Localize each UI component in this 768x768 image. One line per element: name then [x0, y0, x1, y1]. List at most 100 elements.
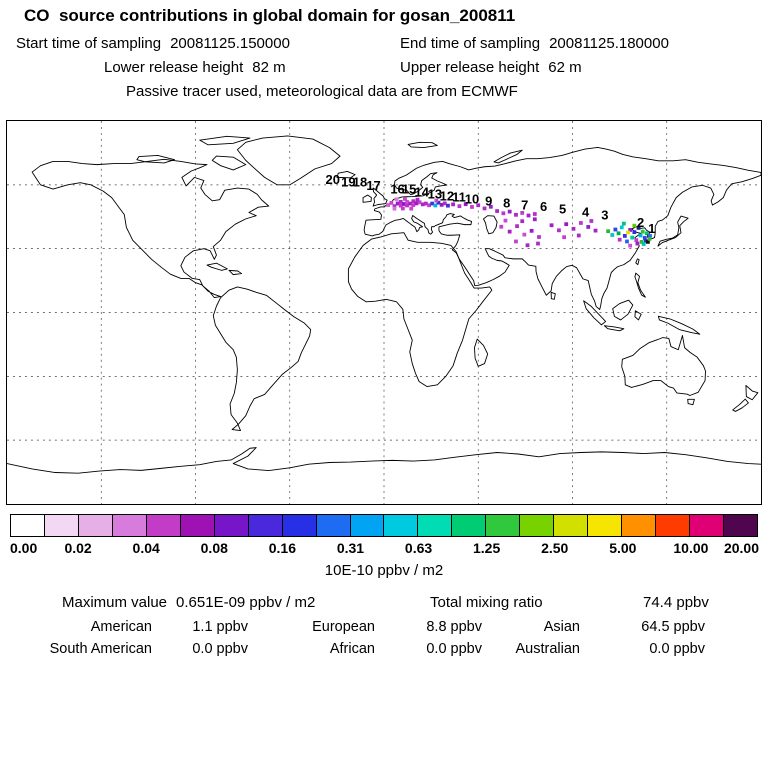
- colorbar-segment: [112, 515, 147, 536]
- plume-cell: [427, 203, 431, 208]
- plume-cell: [613, 227, 618, 232]
- trajectory-hour-label: 19: [341, 175, 355, 190]
- sampling-start-label: Start time of sampling: [16, 35, 162, 52]
- colorbar-tick: 0.31: [336, 540, 365, 556]
- colorbar-unit-label: 10E-10 ppbv / m2: [324, 562, 444, 579]
- plume-cell: [451, 202, 456, 207]
- colorbar-tick: 1.25: [473, 540, 501, 556]
- plume-cell: [638, 233, 643, 238]
- trajectory-hour-label: 6: [540, 199, 547, 214]
- graticule: [7, 121, 761, 504]
- plume-cell: [635, 241, 640, 246]
- plume-cell: [488, 204, 493, 209]
- plume-cell: [515, 224, 519, 229]
- tracer-note-line: Passive tracer used, meteorological data…: [126, 83, 518, 100]
- colorbar-tick: 2.50: [541, 540, 569, 556]
- colorbar-ticks: 0.00 0.02 0.04 0.08 0.16 0.31 0.63 1.25 2.50 5.00…: [10, 540, 759, 557]
- plume-cell: [549, 223, 554, 228]
- plume-cell: [646, 239, 650, 244]
- colorbar-segment: [486, 515, 521, 536]
- region-value-european: 8.8 ppbv: [426, 619, 482, 635]
- plume-cell: [414, 201, 419, 206]
- plume-cell: [514, 239, 518, 244]
- lower-release-value: 82 m: [252, 59, 286, 76]
- plume-cell: [632, 230, 637, 235]
- plume-cell: [626, 230, 630, 235]
- plume-cell: [476, 203, 481, 208]
- plume-cell: [532, 212, 537, 216]
- trajectory-hour-label: 17: [366, 178, 380, 193]
- plume-cell: [439, 202, 444, 207]
- colorbar-segment: [282, 515, 317, 536]
- coast-madagascar: [474, 339, 487, 366]
- colorbar-tick: 0.63: [404, 540, 433, 556]
- colorbar-segment: [146, 515, 181, 536]
- colorbar-tick: 0.02: [64, 540, 92, 556]
- region-label-african: African: [329, 641, 375, 657]
- colorbar-segment: [180, 515, 215, 536]
- plume-cell: [514, 212, 518, 217]
- max-value: 0.651E-09 ppbv / m2: [176, 594, 316, 611]
- plume-cell: [389, 200, 394, 205]
- plume-cell: [610, 233, 615, 237]
- sampling-start-value: 20081125.150000: [170, 35, 290, 52]
- plume-cell: [606, 229, 611, 234]
- colorbar-segment: [622, 515, 657, 536]
- colorbar-segment: [452, 515, 487, 536]
- lower-release-label: Lower release height: [104, 59, 244, 76]
- plume-cell: [622, 234, 627, 238]
- plume-cell: [625, 239, 629, 244]
- plume-cell: [405, 199, 409, 204]
- trajectory-hour-label: 9: [485, 193, 492, 208]
- plume-cell: [526, 213, 531, 218]
- plume-cell: [409, 206, 414, 211]
- plume-cell: [522, 232, 527, 237]
- plume-cell: [430, 201, 435, 206]
- sampling-end-line: End time of sampling 20081125.180000: [400, 35, 669, 52]
- colorbar-segment: [588, 515, 623, 536]
- trajectory-hour-label: 15: [402, 181, 416, 196]
- plume-cell: [398, 199, 403, 204]
- trajectory-hour-label: 4: [582, 204, 590, 219]
- plume-cell: [578, 221, 583, 225]
- region-value-african: 0.0 ppbv: [426, 641, 482, 657]
- plume-cell: [442, 201, 447, 206]
- colorbar: [10, 514, 758, 537]
- plume-cell: [636, 225, 641, 230]
- coast-japan: [658, 216, 688, 246]
- upper-release-label: Upper release height: [400, 59, 540, 76]
- plume-cell: [557, 228, 561, 233]
- region-value-american: 1.1 ppbv: [192, 619, 248, 635]
- colorbar-segment: [78, 515, 113, 536]
- trajectory-hour-label: 18: [353, 175, 367, 190]
- coast-south-america: [213, 287, 310, 431]
- plume-cell: [470, 205, 474, 209]
- total-mixing-ratio-value: 74.4 ppbv: [643, 594, 709, 611]
- plume-cell: [634, 238, 639, 243]
- coast-arctic-islands: [137, 136, 250, 170]
- upper-release-value: 62 m: [548, 59, 582, 76]
- plume-cell: [642, 236, 647, 240]
- plume-cell: [532, 217, 537, 222]
- plume-cell: [411, 199, 416, 204]
- trajectory-hour-label: 5: [559, 201, 566, 216]
- lower-release-line: Lower release height 82 m: [104, 59, 286, 76]
- colorbar-segment: [724, 515, 757, 536]
- colorbar-segment: [214, 515, 249, 536]
- region-label-american: American: [90, 619, 152, 635]
- plume-cell: [507, 209, 512, 214]
- region-label-australian: Australian: [515, 641, 580, 657]
- sampling-end-value: 20081125.180000: [549, 35, 669, 52]
- plume-cell: [644, 231, 649, 236]
- region-label-south-american: South American: [49, 641, 152, 657]
- colorbar-tick: 0.08: [200, 540, 228, 556]
- plume-cell: [520, 211, 525, 215]
- plume-cell: [616, 231, 621, 236]
- trajectory-hour-label: 20: [326, 172, 340, 187]
- plume-cell: [402, 202, 406, 206]
- trajectory-hour-label: 13: [428, 187, 442, 202]
- plume-cell: [571, 226, 576, 231]
